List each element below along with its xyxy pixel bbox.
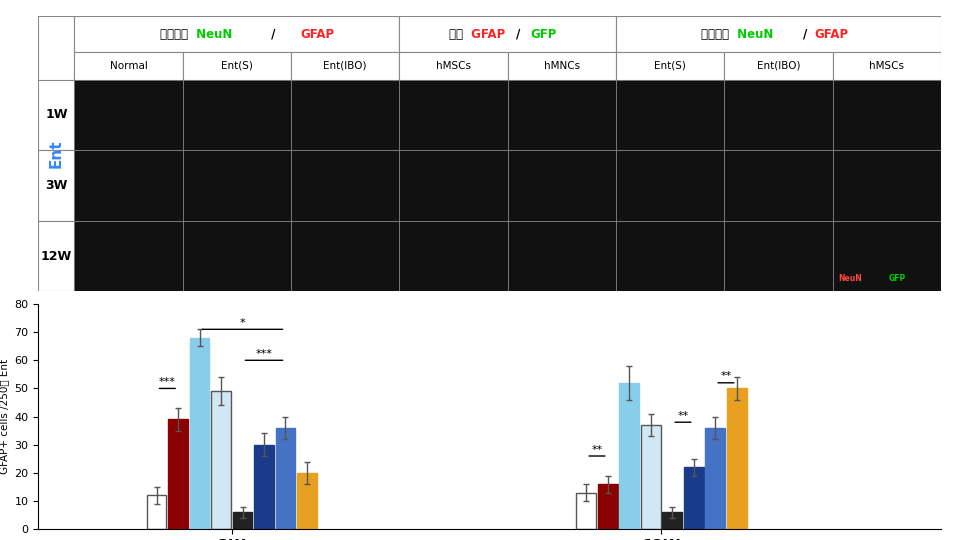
- Text: NeuN: NeuN: [838, 274, 862, 283]
- FancyBboxPatch shape: [724, 221, 832, 292]
- Bar: [232, 512, 252, 529]
- FancyBboxPatch shape: [38, 16, 75, 292]
- Bar: [619, 383, 639, 529]
- Text: **: **: [720, 372, 732, 381]
- Bar: [276, 428, 296, 529]
- Bar: [727, 388, 747, 529]
- Text: 12W: 12W: [41, 249, 72, 262]
- Text: Ent(S): Ent(S): [654, 60, 686, 71]
- FancyBboxPatch shape: [399, 150, 508, 221]
- FancyBboxPatch shape: [832, 221, 941, 292]
- FancyBboxPatch shape: [832, 150, 941, 221]
- Bar: [576, 492, 596, 529]
- Text: Normal: Normal: [109, 60, 148, 71]
- FancyBboxPatch shape: [38, 150, 75, 221]
- Y-axis label: GFAP+ cells /250㎡ Ent: GFAP+ cells /250㎡ Ent: [0, 359, 9, 474]
- Text: Ent(IBO): Ent(IBO): [756, 60, 800, 71]
- Bar: [641, 425, 660, 529]
- Bar: [254, 445, 274, 529]
- Text: /: /: [804, 28, 807, 40]
- FancyBboxPatch shape: [399, 16, 616, 52]
- FancyBboxPatch shape: [616, 221, 724, 292]
- Text: GFP: GFP: [530, 28, 557, 40]
- FancyBboxPatch shape: [182, 150, 291, 221]
- FancyBboxPatch shape: [399, 221, 508, 292]
- Text: **: **: [591, 444, 603, 455]
- Text: *: *: [240, 318, 246, 328]
- Text: 3W: 3W: [45, 179, 67, 192]
- Text: ***: ***: [158, 377, 176, 387]
- Bar: [598, 484, 617, 529]
- FancyBboxPatch shape: [182, 221, 291, 292]
- FancyBboxPatch shape: [508, 52, 616, 79]
- Bar: [706, 428, 725, 529]
- Text: /: /: [516, 28, 520, 40]
- Text: **: **: [678, 411, 688, 421]
- FancyBboxPatch shape: [616, 52, 724, 79]
- FancyBboxPatch shape: [508, 150, 616, 221]
- FancyBboxPatch shape: [508, 221, 616, 292]
- Text: 반복투여: 반복투여: [701, 28, 733, 40]
- Text: NeuN: NeuN: [192, 28, 232, 40]
- Bar: [684, 467, 704, 529]
- FancyBboxPatch shape: [75, 150, 182, 221]
- Bar: [211, 392, 231, 529]
- Bar: [662, 512, 683, 529]
- FancyBboxPatch shape: [75, 16, 399, 52]
- Text: GFAP: GFAP: [467, 28, 505, 40]
- FancyBboxPatch shape: [616, 150, 724, 221]
- FancyBboxPatch shape: [508, 79, 616, 150]
- FancyBboxPatch shape: [724, 150, 832, 221]
- FancyBboxPatch shape: [75, 79, 182, 150]
- FancyBboxPatch shape: [832, 52, 941, 79]
- FancyBboxPatch shape: [75, 52, 182, 79]
- FancyBboxPatch shape: [75, 221, 182, 292]
- FancyBboxPatch shape: [616, 79, 724, 150]
- Text: hMNCs: hMNCs: [543, 60, 580, 71]
- Text: Ent(IBO): Ent(IBO): [324, 60, 367, 71]
- FancyBboxPatch shape: [832, 79, 941, 150]
- Text: GFP: GFP: [889, 274, 906, 283]
- FancyBboxPatch shape: [399, 52, 508, 79]
- FancyBboxPatch shape: [291, 150, 399, 221]
- Bar: [168, 420, 188, 529]
- FancyBboxPatch shape: [38, 79, 75, 150]
- Text: 단회: 단회: [449, 28, 467, 40]
- FancyBboxPatch shape: [399, 79, 508, 150]
- Text: /: /: [267, 28, 279, 40]
- Text: ***: ***: [255, 349, 273, 359]
- FancyBboxPatch shape: [724, 52, 832, 79]
- Text: Ent: Ent: [49, 139, 64, 168]
- Text: Ent(S): Ent(S): [221, 60, 252, 71]
- Text: GFAP: GFAP: [300, 28, 334, 40]
- Text: 1W: 1W: [45, 109, 68, 122]
- FancyBboxPatch shape: [38, 16, 941, 292]
- Text: GFAP: GFAP: [814, 28, 849, 40]
- Bar: [190, 338, 209, 529]
- Text: hMSCs: hMSCs: [436, 60, 471, 71]
- Bar: [147, 495, 166, 529]
- Text: hMSCs: hMSCs: [869, 60, 904, 71]
- FancyBboxPatch shape: [38, 221, 75, 292]
- Text: 반복투여: 반복투여: [159, 28, 192, 40]
- Text: NeuN: NeuN: [733, 28, 774, 40]
- FancyBboxPatch shape: [182, 52, 291, 79]
- FancyBboxPatch shape: [291, 79, 399, 150]
- FancyBboxPatch shape: [182, 79, 291, 150]
- FancyBboxPatch shape: [291, 52, 399, 79]
- Bar: [297, 473, 317, 529]
- FancyBboxPatch shape: [724, 79, 832, 150]
- FancyBboxPatch shape: [291, 221, 399, 292]
- FancyBboxPatch shape: [616, 16, 941, 52]
